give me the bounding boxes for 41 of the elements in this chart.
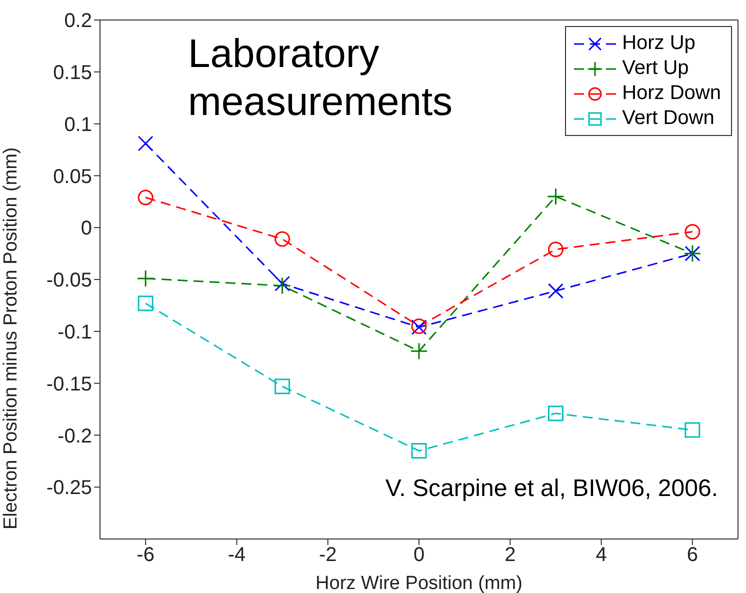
point <box>548 283 564 299</box>
annotation: V. Scarpine et al, BIW06, 2006. <box>385 475 718 503</box>
point <box>274 276 290 292</box>
x-tick-label: 0 <box>413 544 425 566</box>
y-tick-label: 0.05 <box>53 166 92 188</box>
point <box>548 242 564 258</box>
point <box>274 378 290 394</box>
point <box>546 188 564 206</box>
y-tick-label: -0.25 <box>46 477 92 500</box>
point <box>410 342 428 360</box>
y-tick-label: 0 <box>80 218 92 240</box>
point <box>274 276 292 294</box>
y-tick-label: -0.05 <box>46 270 92 292</box>
annotation: Laboratory measurements <box>188 31 454 126</box>
point <box>684 224 700 240</box>
y-axis-title: Electron Position minus Proton Position (mm) <box>0 147 22 530</box>
point <box>684 422 700 438</box>
x-tick-label: -2 <box>318 544 337 566</box>
x-tick-label: -6 <box>136 544 154 566</box>
point <box>138 136 154 152</box>
point <box>411 443 427 459</box>
legend-label: Horz Up <box>622 31 696 56</box>
y-tick-label: -0.2 <box>58 425 92 448</box>
y-tick-label: -0.15 <box>46 373 92 396</box>
y-tick-label: 0.1 <box>64 114 92 136</box>
x-axis-title: Horz Wire Position (mm) <box>316 573 522 593</box>
x-tick-label: -4 <box>228 544 246 566</box>
point <box>548 406 564 422</box>
point <box>138 296 154 312</box>
y-tick-label: 0.15 <box>53 62 92 84</box>
x-tick-label: 2 <box>504 544 516 566</box>
legend-label: Vert Down <box>622 106 714 131</box>
legend-label: Vert Up <box>622 56 689 81</box>
legend-label: Horz Down <box>622 81 721 106</box>
y-tick-label: 0.2 <box>64 10 92 32</box>
point <box>274 231 290 247</box>
x-tick-label: 6 <box>686 544 698 566</box>
point <box>136 270 154 288</box>
point <box>138 190 154 206</box>
y-tick-label: -0.1 <box>58 322 92 344</box>
x-tick-label: 4 <box>596 544 607 566</box>
